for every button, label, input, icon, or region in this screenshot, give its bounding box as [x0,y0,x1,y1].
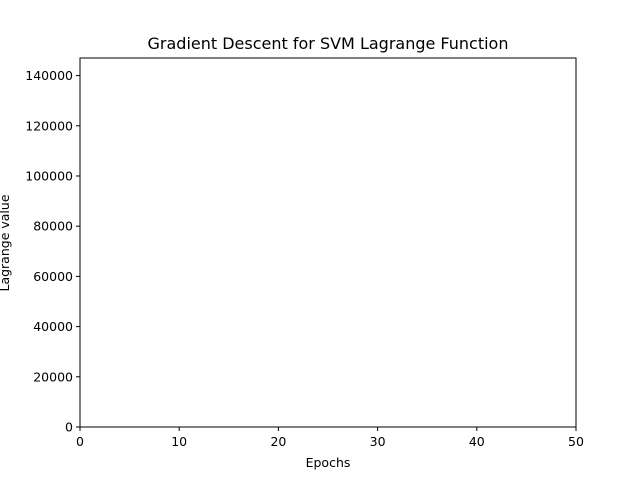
y-tick-label: 100000 [25,168,73,183]
x-tick-label: 10 [171,434,187,449]
y-tick-label: 140000 [25,68,73,83]
x-axis-ticks: 0 10 20 30 40 50 [76,427,584,449]
x-tick-label: 50 [568,434,584,449]
x-axis-label: Epochs [306,455,351,470]
y-tick-label: 40000 [33,319,73,334]
chart-title: Gradient Descent for SVM Lagrange Functi… [148,34,509,53]
y-tick-label: 80000 [33,219,73,234]
x-tick-label: 20 [270,434,286,449]
x-tick-label: 40 [469,434,485,449]
y-tick-label: 0 [65,420,73,435]
x-tick-label: 0 [76,434,84,449]
x-tick-label: 30 [370,434,386,449]
y-tick-label: 120000 [25,118,73,133]
y-tick-label: 20000 [33,369,73,384]
y-tick-label: 60000 [33,269,73,284]
y-axis-label: Lagrange value [0,194,12,291]
plot-frame [79,57,577,428]
y-axis-ticks: 0 20000 40000 60000 80000 100000 120000 140000 [25,68,80,435]
